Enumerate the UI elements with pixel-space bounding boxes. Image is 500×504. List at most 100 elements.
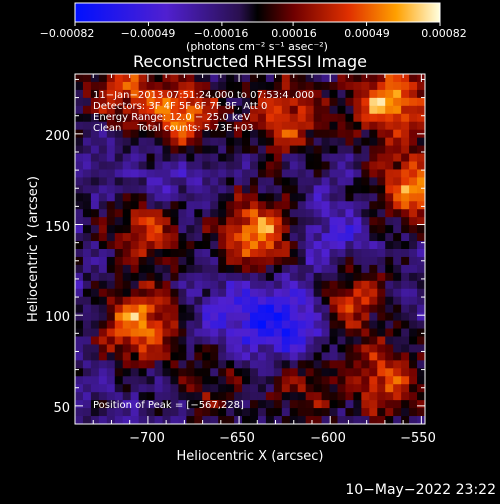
heatmap-cell (242, 185, 251, 194)
heatmap-cell (122, 233, 132, 242)
heatmap-cell (234, 408, 243, 417)
heatmap-cell (297, 209, 307, 218)
heatmap-cell (361, 256, 370, 266)
heatmap-cell (98, 249, 108, 258)
heatmap-cell (417, 376, 425, 385)
heatmap-cell (289, 368, 299, 377)
heatmap-cell (321, 129, 331, 139)
heatmap-cell (210, 256, 219, 266)
heatmap-cell (313, 360, 323, 369)
heatmap-cell (234, 241, 243, 250)
heatmap-cell (385, 97, 394, 107)
heatmap-cell (297, 296, 307, 306)
heatmap-cell (82, 392, 92, 401)
heatmap-cell (250, 352, 259, 361)
heatmap-cell (130, 368, 140, 377)
heatmap-cell (393, 272, 402, 282)
heatmap-cell (106, 145, 116, 155)
heatmap-cell (202, 288, 211, 298)
heatmap-cell (75, 249, 84, 258)
heatmap-cell (305, 264, 315, 274)
heatmap-cell (170, 209, 179, 218)
heatmap-cell (122, 360, 132, 369)
heatmap-cell (257, 416, 267, 424)
heatmap-cell (250, 217, 259, 226)
heatmap-cell (234, 217, 243, 226)
heatmap-cell (194, 193, 203, 202)
heatmap-cell (146, 81, 156, 91)
heatmap-cell (98, 201, 108, 210)
heatmap-cell (170, 193, 179, 202)
heatmap-cell (265, 288, 275, 298)
heatmap-cell (393, 344, 402, 353)
heatmap-cell (202, 233, 211, 242)
heatmap-cell (154, 161, 164, 171)
heatmap-cell (393, 352, 402, 361)
heatmap-cell (242, 400, 251, 409)
heatmap-cell (75, 97, 84, 107)
heatmap-cell (234, 376, 243, 385)
heatmap-cell (106, 129, 116, 139)
heatmap-cell (170, 217, 179, 226)
heatmap-cell (130, 336, 140, 346)
heatmap-cell (210, 400, 219, 409)
heatmap-cell (122, 201, 132, 210)
heatmap-cell (329, 105, 339, 115)
heatmap-cell (138, 249, 148, 258)
heatmap-cell (154, 209, 164, 218)
heatmap-cell (226, 336, 235, 346)
heatmap-cell (242, 312, 251, 322)
heatmap-cell (337, 336, 347, 346)
heatmap-cell (417, 201, 425, 210)
heatmap-cell (281, 400, 291, 409)
heatmap-cell (114, 296, 124, 306)
heatmap-cell (178, 89, 187, 99)
heatmap-cell (377, 121, 386, 131)
heatmap-cell (393, 153, 402, 163)
heatmap-cell (194, 320, 203, 330)
heatmap-cell (377, 360, 386, 369)
heatmap-cell (114, 217, 124, 226)
heatmap-cell (194, 161, 203, 171)
heatmap-cell (401, 97, 410, 107)
heatmap-cell (393, 185, 402, 194)
heatmap-cell (337, 241, 347, 250)
heatmap-cell (122, 209, 132, 218)
heatmap-cell (369, 225, 378, 234)
heatmap-cell (130, 288, 140, 298)
footer-date: 10−May−2022 23:22 (345, 482, 496, 498)
heatmap-cell (401, 185, 410, 194)
heatmap-cell (297, 256, 307, 266)
heatmap-cell (90, 209, 100, 218)
heatmap-cell (242, 193, 251, 202)
heatmap-cell (234, 121, 243, 131)
heatmap-cell (321, 209, 331, 218)
heatmap-cell (162, 241, 172, 250)
heatmap-cell (178, 264, 187, 274)
x-tick-label: −700 (129, 431, 165, 446)
heatmap-cell (242, 225, 251, 234)
heatmap-cell (218, 352, 227, 361)
heatmap-cell (297, 280, 307, 290)
heatmap-cell (234, 304, 243, 314)
heatmap-cell (162, 352, 172, 361)
heatmap-cell (345, 272, 354, 282)
heatmap-cell (210, 89, 219, 99)
heatmap-cell (194, 105, 203, 115)
heatmap-cell (146, 400, 156, 409)
heatmap-cell (377, 312, 386, 322)
heatmap-cell (154, 320, 164, 330)
heatmap-cell (321, 392, 331, 401)
heatmap-cell (393, 400, 402, 409)
heatmap-cell (409, 312, 418, 322)
heatmap-cell (281, 209, 291, 218)
heatmap-cell (321, 241, 331, 250)
heatmap-cell (393, 209, 402, 218)
heatmap-cell (242, 177, 251, 186)
heatmap-cell (401, 352, 410, 361)
heatmap-cell (273, 137, 283, 147)
heatmap-cell (154, 81, 164, 91)
annotation-time-range: 11−Jan−2013 07:51:24.000 to 07:53:4 .000 (93, 90, 314, 101)
heatmap-cell (401, 241, 410, 250)
heatmap-cell (369, 328, 378, 338)
